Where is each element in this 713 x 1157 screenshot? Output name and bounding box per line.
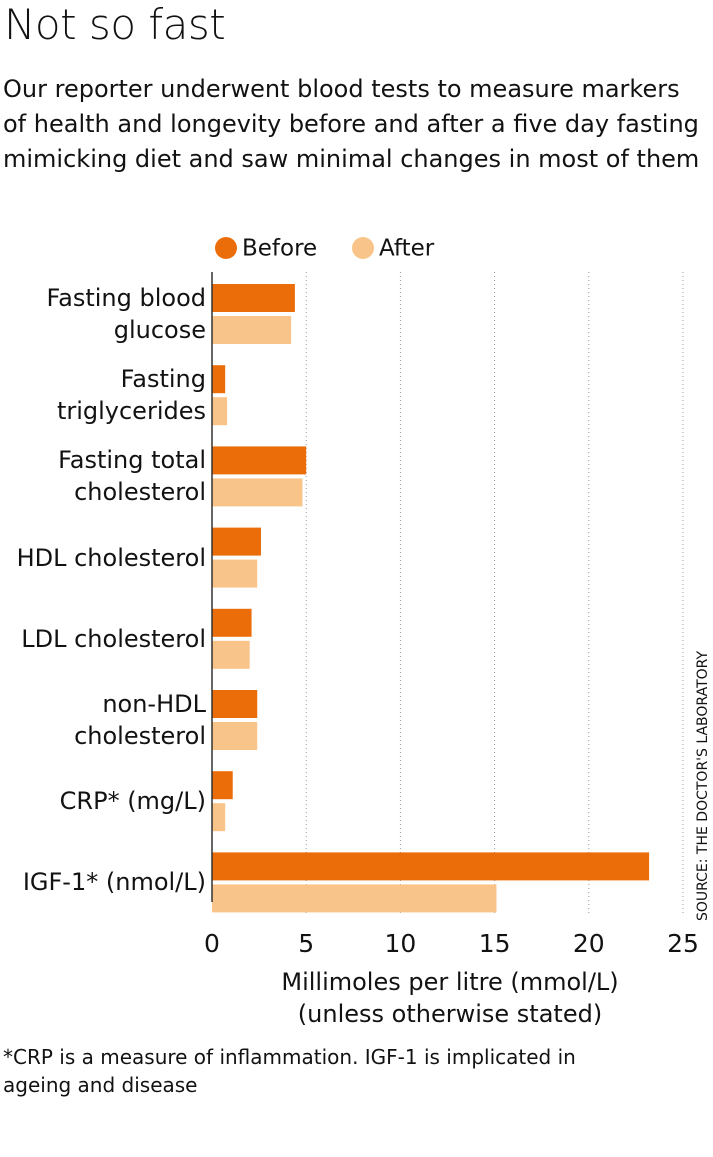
footnote: *CRP is a measure of inflammation. IGF-1… [3, 1045, 576, 1097]
bar [212, 527, 261, 556]
legend-swatch [215, 237, 237, 259]
y-tick-label: Fasting triglycerides [56, 365, 206, 426]
bar [212, 284, 295, 312]
bar [212, 446, 307, 475]
legend-swatch [352, 237, 374, 259]
bar [212, 316, 292, 344]
x-axis-title: (unless otherwise stated) [297, 1000, 603, 1028]
x-tick-label: 10 [384, 929, 416, 958]
bar [212, 803, 226, 832]
legend-label: After [379, 236, 435, 262]
y-tick-label: CRP* (mg/L) [59, 787, 206, 816]
bar [212, 884, 497, 913]
bar [212, 478, 303, 507]
y-tick-label: LDL cholesterol [21, 624, 206, 653]
x-tick-label: 15 [479, 929, 511, 958]
chart-title: Not so fast [4, 0, 226, 49]
bar [212, 690, 258, 718]
x-tick-label: 0 [204, 929, 220, 958]
x-tick-label: 25 [667, 929, 699, 958]
x-tick-label: 20 [573, 929, 605, 958]
bar [212, 365, 226, 394]
x-axis-title: Millimoles per litre (mmol/L) [281, 968, 619, 996]
y-tick-label: Fasting blood glucose [46, 284, 206, 344]
y-tick-label: HDL cholesterol [16, 543, 206, 572]
y-tick-label: IGF-1* (nmol/L) [22, 868, 206, 897]
source: SOURCE: THE DOCTOR'S LABORATORY [695, 651, 711, 922]
bar [212, 608, 252, 637]
legend-label: Before [242, 236, 317, 262]
bar [212, 397, 228, 426]
bar [212, 559, 258, 588]
chart-subtitle: Our reporter underwent blood tests to me… [3, 75, 700, 173]
bar [212, 640, 250, 669]
bar [212, 771, 233, 800]
bar [212, 722, 258, 750]
y-tick-label: Fasting total cholesterol [58, 446, 206, 507]
x-tick-label: 5 [298, 929, 314, 958]
y-tick-label: non-HDL cholesterol [74, 690, 206, 750]
bar [212, 852, 650, 881]
